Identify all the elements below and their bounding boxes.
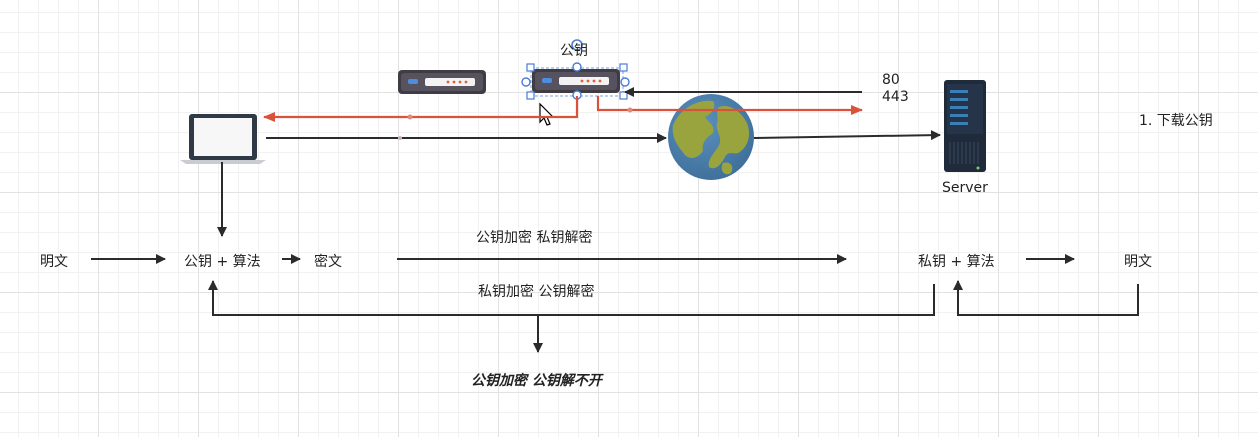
server-icon[interactable]: [944, 80, 986, 172]
port-80: 80: [882, 72, 900, 88]
router-icon[interactable]: [398, 70, 486, 94]
mouse-cursor-icon: [539, 102, 555, 126]
laptop-icon[interactable]: [180, 114, 266, 164]
pubkey-algorithm: 公钥 + 算法: [184, 254, 261, 270]
server-label: Server: [942, 180, 988, 196]
plaintext-left: 明文: [40, 254, 68, 270]
router-label: 公钥: [560, 43, 588, 59]
ciphertext: 密文: [314, 254, 342, 270]
router-icon-selected[interactable]: [532, 69, 620, 93]
selection-handles[interactable]: [521, 39, 630, 100]
privkey-algorithm: 私钥 + 算法: [918, 254, 995, 270]
pub-enc-priv-dec-label: 公钥加密 私钥解密: [476, 230, 593, 246]
pub-enc-pub-cannot-label: 公钥加密 公钥解不开: [471, 373, 602, 389]
port-443: 443: [882, 89, 909, 105]
plaintext-right: 明文: [1124, 254, 1152, 270]
globe-icon[interactable]: [668, 94, 754, 180]
priv-enc-pub-dec-label: 私钥加密 公钥解密: [478, 284, 595, 300]
step-download-pubkey: 1. 下载公钥: [1139, 113, 1213, 129]
port-labels: 80 443: [882, 72, 909, 106]
flow-arrows: [91, 254, 1139, 353]
network-lines: [217, 87, 941, 237]
